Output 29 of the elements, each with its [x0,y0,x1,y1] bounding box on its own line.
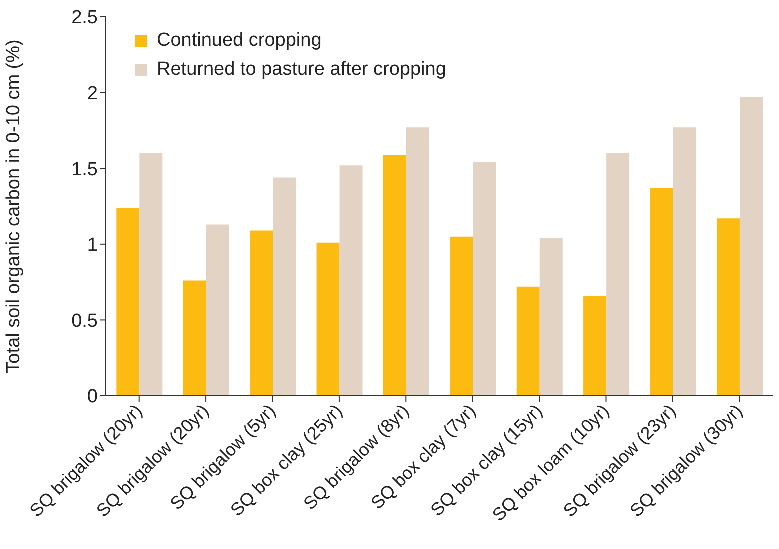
bar [584,296,607,396]
legend-label: Continued cropping [157,29,322,53]
bar [340,166,363,396]
bar [383,154,406,396]
bar [540,238,563,396]
y-tick-label: 1.5 [72,159,98,180]
bar [273,178,296,396]
bar [716,218,740,396]
bar [450,236,474,396]
bar [140,153,163,396]
y-axis-title: Total soil organic carbon in 0-10 cm (%) [4,40,25,374]
y-tick-label: 0.5 [72,310,98,332]
legend-label: Returned to pasture after cropping [157,58,446,82]
bar [183,280,206,396]
y-tick-label: 2 [87,84,98,105]
bar [516,286,540,396]
bar [473,162,496,396]
y-tick-label: 1 [87,235,98,256]
bar [740,97,763,396]
bar [116,208,140,396]
bar [650,188,674,396]
bar [206,224,230,396]
y-tick-label: 0 [87,386,98,408]
y-tick-label: 2.5 [72,8,98,29]
bar [606,153,630,396]
bar [406,128,430,396]
bar [673,128,696,396]
bar [250,230,274,396]
bar [316,242,340,396]
